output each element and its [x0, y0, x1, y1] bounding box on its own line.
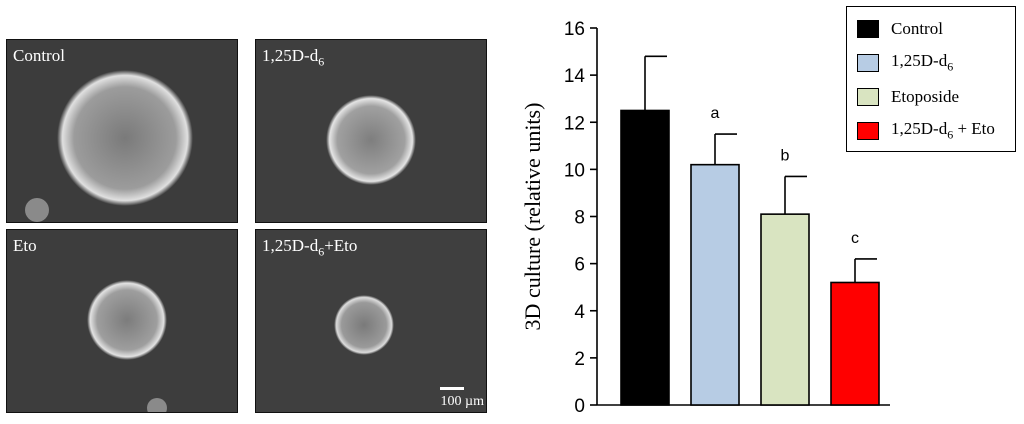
panel-label-combo: 1,25D-d6+Eto	[262, 236, 358, 259]
y-tick-label: 14	[564, 66, 586, 87]
significance-label-2: b	[781, 147, 790, 164]
y-tick-label: 8	[574, 208, 585, 229]
panel-label-eto: Eto	[13, 236, 37, 255]
legend-swatch-control	[857, 20, 879, 38]
spheroid-eto-image	[7, 230, 237, 412]
spheroid-control-image	[7, 40, 237, 222]
y-tick-label: 6	[574, 255, 585, 276]
significance-label-3: c	[851, 230, 859, 247]
y-tick-label: 16	[564, 19, 585, 40]
spheroid-combo-image	[256, 230, 486, 412]
bar-0	[620, 109, 670, 406]
panel-label-control: Control	[13, 46, 65, 65]
legend-item-combo: 1,25D-d6 + Eto	[857, 118, 995, 144]
y-tick-label: 12	[564, 113, 585, 134]
y-tick-label: 10	[564, 160, 585, 181]
panel-label-vitd: 1,25D-d6	[262, 46, 325, 69]
legend-label-vitd: 1,25D-d6	[891, 51, 954, 74]
legend-item-vitd: 1,25D-d6	[857, 50, 953, 76]
scale-bar	[440, 387, 464, 390]
legend-label-etoposide: Etoposide	[891, 87, 959, 106]
bar-3	[830, 281, 880, 406]
bar-2	[760, 213, 810, 406]
scale-bar-label: 100 µm	[440, 394, 484, 409]
legend-swatch-vitd	[857, 54, 879, 72]
micrograph-vitd: 1,25D-d6	[255, 39, 487, 223]
legend-label-combo: 1,25D-d6 + Eto	[891, 119, 995, 142]
micrograph-combo: 1,25D-d6+Eto 100 µm	[255, 229, 487, 413]
legend-item-etoposide: Etoposide	[857, 84, 959, 110]
legend-swatch-combo	[857, 122, 879, 140]
spheroid-vitd-image	[256, 40, 486, 222]
y-tick-label: 0	[574, 396, 585, 417]
chart-legend: Control 1,25D-d6 Etoposide 1,25D-d6 + Et…	[846, 6, 1016, 152]
significance-label-1: a	[711, 105, 720, 122]
legend-item-control: Control	[857, 16, 943, 42]
y-tick-label: 4	[574, 302, 585, 323]
micrograph-eto: Eto	[6, 229, 238, 413]
y-tick-label: 2	[574, 349, 585, 370]
bar-1	[690, 163, 740, 406]
micrograph-control: Control	[6, 39, 238, 223]
y-axis-label: 3D culture (relative units)	[520, 103, 545, 331]
legend-swatch-etoposide	[857, 88, 879, 106]
legend-label-control: Control	[891, 19, 943, 38]
